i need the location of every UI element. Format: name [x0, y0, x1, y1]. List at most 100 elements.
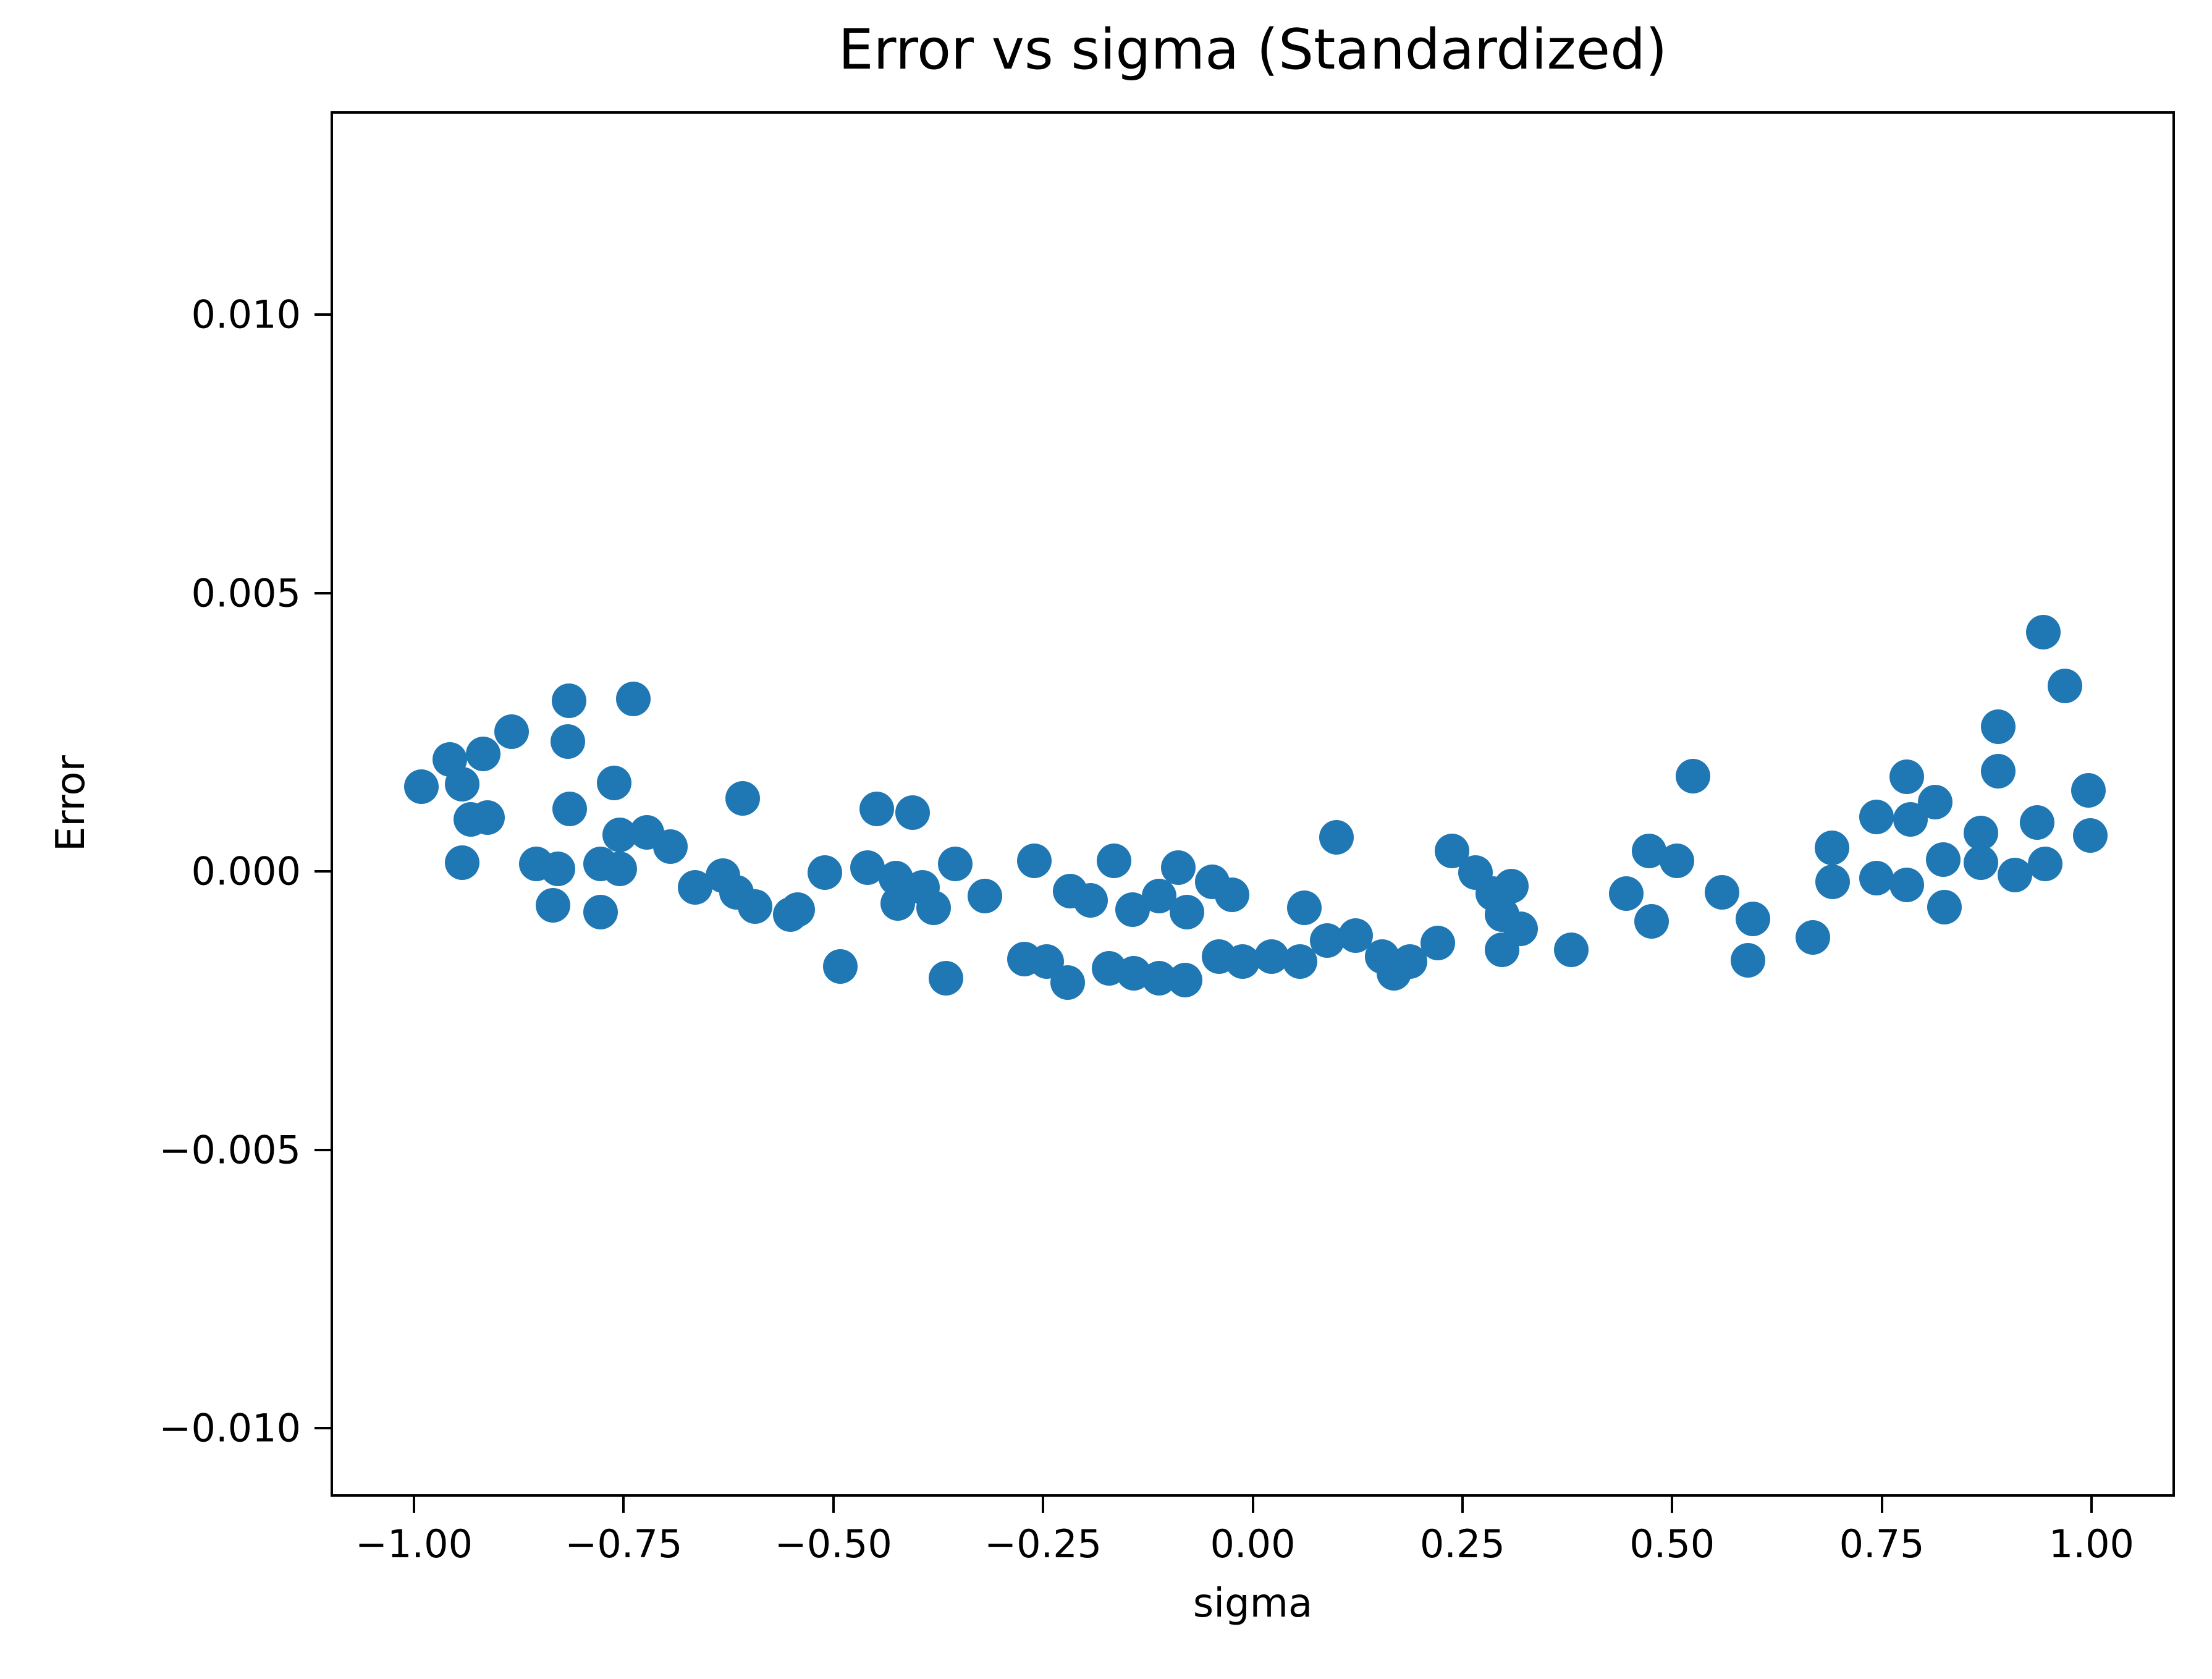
scatter-point [823, 949, 858, 984]
scatter-point [1553, 932, 1589, 967]
scatter-point [1917, 785, 1952, 820]
x-tick-label: −0.75 [565, 1521, 683, 1567]
scatter-point [616, 682, 651, 717]
scatter-point [1859, 860, 1894, 895]
scatter-point [2071, 773, 2106, 808]
scatter-point [1609, 876, 1644, 911]
scatter-point [1215, 877, 1250, 912]
scatter-point [494, 714, 530, 749]
x-tick-mark [1671, 1495, 1674, 1513]
scatter-point [916, 890, 952, 926]
scatter-point [1169, 894, 1204, 929]
x-tick-label: 0.50 [1629, 1521, 1715, 1567]
scatter-point [1889, 868, 1924, 903]
scatter-point [1016, 843, 1052, 878]
x-tick-mark [413, 1495, 416, 1513]
scatter-point [2020, 805, 2055, 840]
scatter-point [470, 800, 505, 835]
x-tick-mark [1042, 1495, 1045, 1513]
scatter-point [938, 847, 973, 882]
scatter-point [1634, 903, 1669, 939]
scatter-point [1050, 965, 1086, 1000]
x-tick-mark [1251, 1495, 1254, 1513]
scatter-point [1997, 858, 2032, 893]
scatter-point [1964, 815, 1999, 850]
scatter-point [1494, 869, 1529, 904]
scatter-point [2027, 847, 2062, 882]
scatter-point [737, 889, 772, 924]
y-tick-mark [314, 870, 332, 873]
scatter-point [1964, 845, 1999, 881]
scatter-point [466, 736, 501, 771]
scatter-point [540, 852, 575, 887]
y-tick-label: 0.005 [191, 570, 302, 616]
scatter-point [859, 791, 894, 826]
scatter-point [1815, 864, 1851, 899]
scatter-point [1731, 942, 1766, 978]
scatter-point [551, 683, 586, 719]
x-tick-mark [832, 1495, 835, 1513]
scatter-point [1287, 890, 1322, 926]
y-tick-label: 0.010 [191, 292, 302, 337]
scatter-point [445, 845, 480, 881]
scatter-point [1420, 926, 1455, 961]
scatter-point [895, 795, 931, 831]
scatter-point [2072, 818, 2108, 853]
scatter-point [807, 855, 842, 890]
x-tick-label: 1.00 [2048, 1521, 2134, 1567]
x-tick-mark [622, 1495, 625, 1513]
scatter-point [652, 829, 688, 865]
scatter-point [596, 765, 631, 800]
scatter-point [535, 887, 570, 923]
y-tick-mark [314, 313, 332, 316]
plot-area [331, 111, 2175, 1497]
scatter-point [1073, 882, 1108, 918]
scatter-point [551, 724, 586, 759]
y-tick-label: −0.005 [159, 1127, 301, 1172]
scatter-point [583, 894, 618, 929]
chart-title: Error vs sigma (Standardized) [838, 17, 1668, 82]
x-tick-mark [1461, 1495, 1464, 1513]
x-tick-label: −0.50 [774, 1521, 892, 1567]
x-axis-label: sigma [1193, 1581, 1313, 1626]
x-tick-label: 0.00 [1210, 1521, 1296, 1567]
scatter-point [1889, 759, 1924, 794]
y-axis-label: Error [48, 755, 94, 852]
scatter-point [1980, 753, 2016, 789]
scatter-point [967, 879, 1002, 914]
x-tick-mark [1880, 1495, 1883, 1513]
scatter-point [1927, 890, 1962, 925]
scatter-point [780, 892, 816, 927]
y-tick-mark [314, 1426, 332, 1429]
scatter-point [2048, 668, 2083, 703]
y-tick-label: 0.000 [191, 848, 302, 894]
scatter-point [929, 960, 964, 996]
x-tick-label: 0.75 [1839, 1521, 1925, 1567]
scatter-point [1096, 843, 1131, 878]
y-tick-mark [314, 591, 332, 594]
scatter-point [1225, 944, 1260, 979]
x-tick-mark [2090, 1495, 2093, 1513]
scatter-point [1675, 758, 1710, 793]
scatter-point [602, 852, 638, 887]
x-tick-label: 0.25 [1419, 1521, 1505, 1567]
scatter-point [1980, 709, 2016, 744]
scatter-point [1736, 902, 1771, 937]
scatter-point [1503, 911, 1539, 946]
scatter-point [1319, 819, 1354, 855]
scatter-point [1705, 875, 1740, 910]
scatter-point [1659, 843, 1694, 878]
x-tick-label: −1.00 [355, 1521, 473, 1567]
scatter-point [403, 769, 439, 804]
scatter-point [1161, 850, 1196, 886]
scatter-point [725, 780, 760, 816]
scatter-point [1168, 963, 1203, 998]
y-tick-label: −0.010 [159, 1405, 301, 1451]
scatter-point [1926, 842, 1961, 877]
scatter-point [1814, 830, 1849, 865]
scatter-point [552, 791, 587, 826]
y-tick-mark [314, 1148, 332, 1151]
scatter-point [445, 767, 480, 802]
scatter-point [1795, 920, 1830, 955]
